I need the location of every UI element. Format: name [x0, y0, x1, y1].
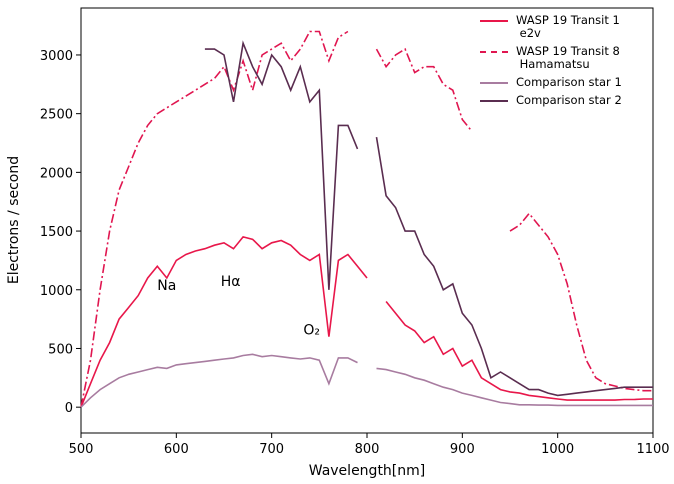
y-tick-label: 2500	[40, 108, 73, 123]
y-tick-label: 3000	[40, 49, 73, 64]
x-tick-label: 600	[164, 442, 189, 457]
y-tick-label: 0	[65, 401, 73, 416]
y-tick-label: 1500	[40, 225, 73, 240]
x-tick-label: 900	[450, 442, 475, 457]
legend-label: Comparison star 2	[516, 93, 622, 107]
x-tick-label: 700	[259, 442, 284, 457]
series-line	[80, 353, 653, 408]
y-axis-label: Electrons / second	[6, 156, 22, 284]
legend-item: Comparison star 1	[480, 76, 622, 89]
y-tick-label: 2000	[40, 166, 73, 181]
legend-swatch	[480, 51, 508, 53]
legend-label: WASP 19 Transit 8 Hamamatsu	[516, 44, 620, 71]
series-line	[80, 30, 653, 408]
legend-item: WASP 19 Transit 1 e2v	[480, 14, 622, 40]
legend-label: Comparison star 1	[516, 75, 622, 89]
annotation: Hα	[221, 274, 241, 290]
legend-item: WASP 19 Transit 8 Hamamatsu	[480, 45, 622, 71]
series-line	[204, 40, 653, 397]
annotation: Na	[157, 278, 176, 294]
legend-swatch	[480, 20, 508, 22]
y-tick-label: 1000	[40, 284, 73, 299]
x-tick-label: 1000	[541, 442, 574, 457]
y-tick-label: 500	[48, 342, 73, 357]
legend-item: Comparison star 2	[480, 94, 622, 107]
legend-swatch	[480, 82, 508, 84]
x-tick-label: 1100	[636, 442, 669, 457]
annotation: O₂	[303, 322, 320, 338]
series-line	[80, 235, 653, 408]
x-axis-label: Wavelength[nm]	[309, 463, 425, 479]
legend: WASP 19 Transit 1 e2v WASP 19 Transit 8 H…	[480, 14, 622, 112]
legend-swatch	[480, 100, 508, 102]
x-tick-label: 500	[69, 442, 94, 457]
legend-label: WASP 19 Transit 1 e2v	[516, 13, 620, 40]
x-tick-label: 800	[355, 442, 380, 457]
